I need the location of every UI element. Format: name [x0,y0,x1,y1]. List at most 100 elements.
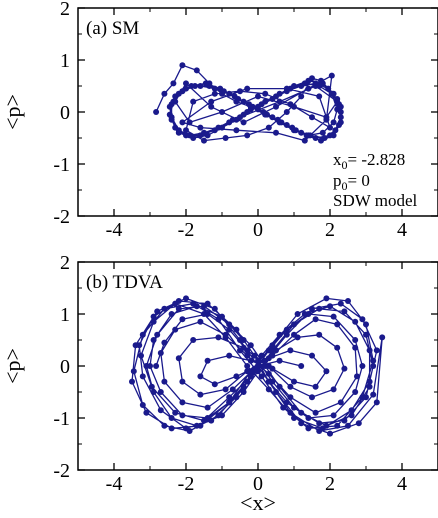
data-point [150,389,157,395]
data-point [190,98,197,105]
data-point [298,129,305,136]
data-point [301,311,308,317]
data-point [273,93,279,100]
data-point [237,88,243,95]
data-point [244,132,251,139]
data-point [366,383,373,390]
data-point [183,127,189,134]
data-point [208,98,215,105]
data-point [309,305,315,312]
data-point [190,337,197,343]
data-point [240,119,247,126]
data-point [337,109,344,115]
data-point [229,386,236,393]
data-point [348,407,355,414]
y-axis-title: <p> [0,348,25,384]
data-point [309,394,315,401]
data-point [208,417,215,424]
data-point [244,378,251,385]
data-point [244,352,251,359]
data-point [327,430,333,437]
data-point [265,370,272,377]
data-point [211,305,218,312]
data-point [273,129,279,136]
data-point [303,132,310,139]
data-point [283,122,290,128]
data-point [330,313,337,320]
data-point [175,127,182,134]
data-point [233,326,240,333]
data-point [226,399,233,406]
data-point [186,132,193,139]
y-tick-label: 1 [60,304,70,326]
panel-label: (b) TDVA [86,272,163,293]
data-point [309,75,315,82]
data-point [287,409,294,416]
data-point [143,409,150,416]
data-point [330,90,337,97]
data-point [265,355,272,362]
y-tick-label: 2 [60,252,70,274]
data-point [269,114,276,121]
data-point [150,313,157,320]
data-point [366,347,373,354]
data-point [265,378,272,385]
data-point [153,109,160,115]
y-tick-label: -1 [53,154,70,176]
data-point [172,326,179,333]
data-point [161,339,168,346]
data-point [265,124,272,131]
data-point [231,93,238,100]
data-point [161,422,168,429]
data-point [312,83,319,89]
x-tick-label: -4 [106,473,123,495]
data-point [319,425,326,432]
data-point [316,305,323,312]
data-point [237,114,243,121]
data-point [316,331,323,338]
data-point [330,386,337,393]
x-tick-label: -4 [106,219,123,241]
data-point [201,417,207,424]
data-point [161,90,168,97]
data-point [190,300,197,307]
data-point [168,415,175,421]
data-point [170,80,177,87]
data-point [363,331,369,338]
data-point [330,119,337,126]
data-point [332,127,339,134]
data-point [301,137,308,144]
data-point [204,404,211,411]
data-point [229,116,236,123]
data-point [373,347,380,354]
data-point [262,90,269,97]
data-point [294,334,301,341]
data-point [316,420,323,427]
data-point [247,357,254,364]
data-point [247,342,254,349]
data-point [258,101,265,108]
data-point [130,368,137,375]
x-tick-label: 4 [397,219,407,241]
data-point [265,386,272,393]
data-point [197,318,204,325]
y-tick-label: 2 [60,0,70,20]
data-point [370,357,377,364]
x-tick-label: -2 [178,219,195,241]
data-point [345,298,351,304]
data-point [345,422,351,429]
data-point [327,124,333,131]
data-point [298,363,305,369]
data-point [211,381,218,388]
data-point [291,404,297,411]
y-tick-label: 0 [60,102,70,124]
data-point [255,363,261,369]
data-point [132,342,139,349]
data-point [280,404,287,411]
data-point [222,135,229,141]
y-tick-label: -2 [53,206,70,228]
data-point [237,337,243,343]
data-point [168,311,175,317]
data-point [318,137,324,144]
data-point [348,412,355,419]
